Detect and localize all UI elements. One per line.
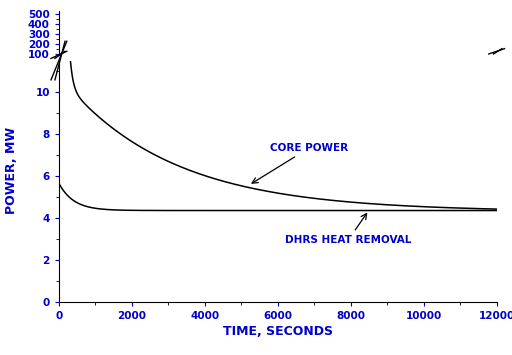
Text: CORE POWER: CORE POWER bbox=[252, 143, 349, 183]
Text: POWER, MW: POWER, MW bbox=[5, 127, 18, 214]
X-axis label: TIME, SECONDS: TIME, SECONDS bbox=[223, 325, 333, 338]
Text: DHRS HEAT REMOVAL: DHRS HEAT REMOVAL bbox=[285, 214, 412, 245]
